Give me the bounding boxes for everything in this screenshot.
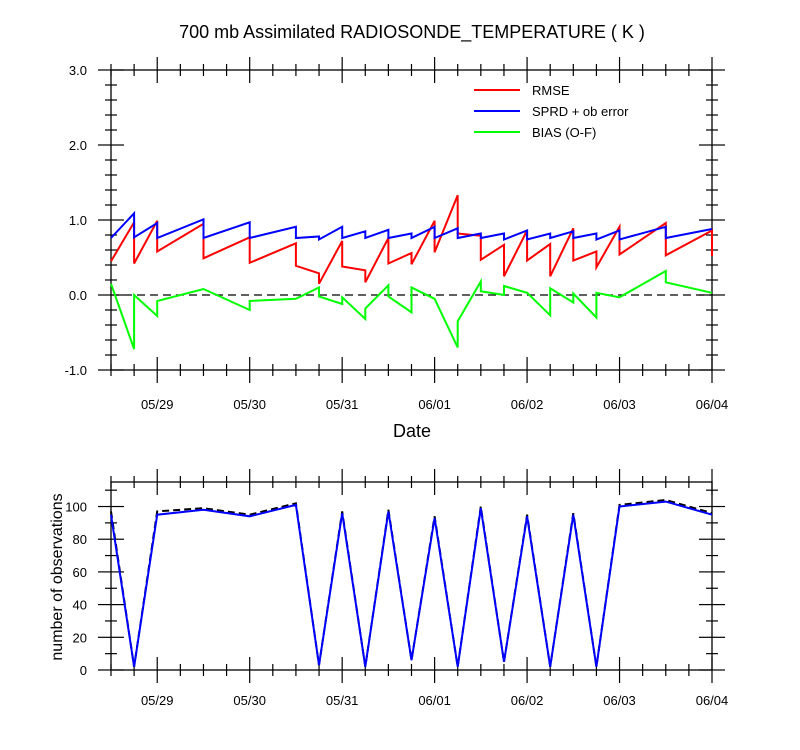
- x-tick-label: 06/01: [418, 397, 451, 412]
- y-tick-label: -1.0: [65, 363, 87, 378]
- y-axis-label-observations: number of observations: [49, 493, 66, 660]
- legend-label: RMSE: [532, 83, 570, 98]
- x-tick-label: 06/01: [418, 693, 451, 708]
- series-line-used: [110, 500, 713, 667]
- x-tick-label: 05/31: [326, 397, 359, 412]
- y-tick-label: 60: [73, 565, 87, 580]
- y-tick-label: 0.0: [69, 288, 87, 303]
- x-tick-label: 05/29: [141, 397, 174, 412]
- y-tick-label: 3.0: [69, 63, 87, 78]
- y-tick-label: 1.0: [69, 213, 87, 228]
- legend-label: SPRD + ob error: [532, 104, 629, 119]
- legend-label: BIAS (O-F): [532, 125, 596, 140]
- y-tick-label: 2.0: [69, 138, 87, 153]
- series-line-bias-o-f: [110, 269, 713, 350]
- x-tick-label: 05/31: [326, 693, 359, 708]
- x-tick-label: 05/29: [141, 693, 174, 708]
- x-tick-label: 05/30: [233, 397, 266, 412]
- y-tick-label: 80: [73, 532, 87, 547]
- x-tick-label: 06/04: [696, 397, 729, 412]
- y-tick-label: 40: [73, 598, 87, 613]
- chart-title: 700 mb Assimilated RADIOSONDE_TEMPERATUR…: [179, 22, 645, 43]
- x-tick-label: 06/02: [511, 397, 544, 412]
- y-tick-label: 20: [73, 630, 87, 645]
- legend: RMSE SPRD + ob error BIAS (O-F): [474, 83, 629, 140]
- series-line-possible: [110, 498, 713, 667]
- x-axis-label: Date: [393, 421, 431, 441]
- x-tick-label: 06/03: [603, 693, 636, 708]
- x-tick-label: 06/03: [603, 397, 636, 412]
- top-plot-area: 05/29 05/30 05/31 06/01 06/02 06/03 06/04 -1.0 0…: [65, 57, 729, 412]
- y-tick-label: 0: [80, 663, 87, 678]
- x-tick-label: 06/04: [696, 693, 729, 708]
- x-tick-label: 06/02: [511, 693, 544, 708]
- series-line-sprd-ob-error: [110, 210, 713, 242]
- y-tick-label: 100: [65, 500, 87, 515]
- x-tick-label: 05/30: [233, 693, 266, 708]
- bottom-plot-area: 05/29 05/30 05/31 06/01 06/02 06/03 06/04 0 20 40…: [65, 469, 728, 708]
